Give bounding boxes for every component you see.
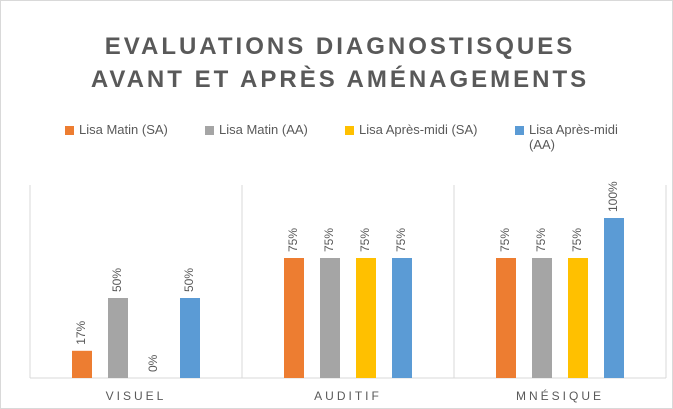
legend-swatch bbox=[515, 126, 524, 135]
bar bbox=[180, 298, 200, 378]
data-label: 100% bbox=[606, 181, 620, 212]
data-label: 75% bbox=[286, 228, 300, 252]
bar bbox=[320, 258, 340, 378]
bar bbox=[496, 258, 516, 378]
bar bbox=[604, 218, 624, 378]
bar bbox=[392, 258, 412, 378]
bar bbox=[532, 258, 552, 378]
legend-label: Lisa Après-midi (AA) bbox=[529, 122, 618, 152]
data-label: 75% bbox=[394, 228, 408, 252]
data-label: 75% bbox=[358, 228, 372, 252]
bar bbox=[108, 298, 128, 378]
bar bbox=[568, 258, 588, 378]
legend-item: Lisa Après-midi (AA) bbox=[515, 122, 635, 152]
data-label: 17% bbox=[74, 320, 88, 344]
legend-item: Lisa Matin (SA) bbox=[65, 122, 195, 137]
legend-label: Lisa Matin (SA) bbox=[79, 122, 168, 137]
chart-title: EVALUATIONS DIAGNOSTISQUES AVANT ET APRÈ… bbox=[90, 33, 590, 93]
legend-item: Lisa Matin (AA) bbox=[205, 122, 335, 137]
bar bbox=[72, 350, 92, 378]
legend-swatch bbox=[65, 126, 74, 135]
data-label: 50% bbox=[110, 268, 124, 292]
data-label: 75% bbox=[534, 228, 548, 252]
legend-item: Lisa Après-midi (SA) bbox=[345, 122, 505, 137]
bar bbox=[284, 258, 304, 378]
data-label: 0% bbox=[146, 354, 160, 372]
x-tick-label: VISUEL bbox=[106, 389, 167, 403]
data-label: 75% bbox=[322, 228, 336, 252]
legend-label: Lisa Matin (AA) bbox=[219, 122, 308, 137]
x-tick-label: AUDITIF bbox=[314, 389, 382, 403]
x-tick-label: MNÉSIQUE bbox=[516, 388, 604, 403]
legend-label: Lisa Après-midi (SA) bbox=[359, 122, 478, 137]
legend-swatch bbox=[205, 126, 214, 135]
data-label: 50% bbox=[182, 268, 196, 292]
data-label: 75% bbox=[570, 228, 584, 252]
bar bbox=[356, 258, 376, 378]
legend-swatch bbox=[345, 126, 354, 135]
data-label: 75% bbox=[498, 228, 512, 252]
